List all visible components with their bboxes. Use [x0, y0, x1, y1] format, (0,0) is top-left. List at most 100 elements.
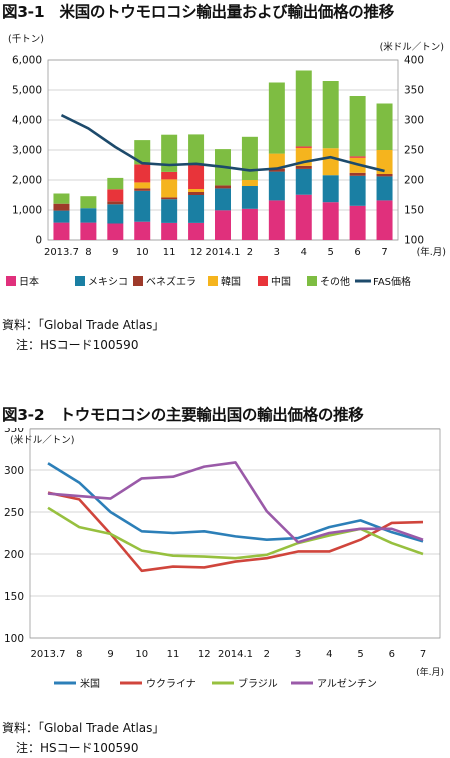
- legend-swatch: [75, 276, 85, 286]
- bar-segment: [161, 199, 178, 223]
- y-axis-unit: (米ドル／トン): [10, 434, 74, 446]
- x-tick-label: 3: [274, 247, 280, 258]
- bar-segment: [188, 134, 205, 165]
- bar-segment: [322, 81, 339, 149]
- figure2-title: 図3-2 トウモロコシの主要輸出国の輸出価格の推移: [2, 406, 364, 424]
- bar-segment: [134, 188, 151, 191]
- y-tick-label: 4,000: [12, 115, 42, 127]
- bar-segment: [268, 171, 285, 201]
- bar-segment: [349, 175, 366, 206]
- y-tick-label: 1,000: [12, 205, 42, 217]
- x-tick-label: 7: [381, 247, 387, 258]
- x-tick-label: 5: [328, 247, 334, 258]
- bar-segment: [188, 222, 205, 240]
- bar-segment: [188, 195, 205, 223]
- x-tick-label: 8: [76, 649, 82, 660]
- bar-segment: [134, 140, 151, 165]
- legend-label: 日本: [19, 275, 39, 288]
- x-tick-label: 8: [85, 247, 91, 258]
- legend-label: 中国: [271, 275, 291, 288]
- legend-label: FAS価格: [373, 275, 411, 288]
- figure2-chart: (米ドル／トン) 100 150 200 250 300 350 2013.7 8 9 10 11 12…: [4, 428, 444, 690]
- bar-segment: [349, 156, 366, 158]
- bar-segment: [295, 146, 312, 148]
- y2-tick-label: 100: [404, 235, 424, 247]
- figure2-note: 注：HSコード100590: [16, 741, 139, 755]
- bar-segment: [241, 180, 258, 186]
- bar-segment: [322, 175, 339, 203]
- bar-segment: [268, 200, 285, 240]
- x-axis-unit: (年.月): [416, 666, 444, 678]
- bar-segment: [268, 153, 285, 169]
- x-tick-label: 6: [354, 247, 360, 258]
- x-tick-label: 4: [326, 649, 332, 660]
- bar-segment: [215, 210, 231, 240]
- y-tick-label: 100: [4, 633, 24, 645]
- bar-segment: [134, 190, 151, 222]
- bar-segment: [53, 210, 70, 223]
- legend-label: その他: [320, 275, 350, 288]
- bar-segment: [80, 222, 97, 240]
- bar-segment: [376, 174, 393, 177]
- bar-segment: [376, 176, 393, 201]
- bar-segment: [107, 201, 124, 205]
- figure1-notes: 資料：「Global Trade Atlas」 注：HSコード100590: [2, 315, 164, 355]
- bar-segment: [161, 134, 178, 172]
- y-axis-unit-right: (米ドル／トン): [380, 41, 444, 53]
- bar-segment: [295, 70, 312, 147]
- bar-segment: [349, 205, 366, 240]
- price-line: [60, 114, 385, 173]
- x-tick-label: 2013.7: [31, 649, 66, 660]
- x-tick-label: 2014.1: [206, 247, 241, 258]
- y-tick-label: 3,000: [12, 145, 42, 157]
- x-tick-label: 10: [136, 247, 149, 258]
- bar-segment: [134, 164, 151, 183]
- bar-segment: [188, 189, 205, 192]
- bar-segment: [268, 168, 285, 172]
- figure2-source: 資料：「Global Trade Atlas」: [2, 721, 165, 735]
- legend-swatch: [133, 276, 143, 286]
- figure2-notes: 資料：「Global Trade Atlas」 注：HSコード100590: [2, 718, 164, 758]
- x-tick-label: 9: [107, 649, 113, 660]
- figure1-source: 資料：「Global Trade Atlas」: [2, 318, 165, 332]
- x-tick-label: 7: [420, 649, 426, 660]
- legend-label: ベネズエラ: [146, 275, 196, 288]
- y-tick-label: 200: [4, 549, 24, 561]
- bar-segment: [376, 200, 393, 240]
- bar-segment: [53, 193, 70, 204]
- legend-swatch: [258, 276, 268, 286]
- y-tick-label: 2,000: [12, 175, 42, 187]
- x-tick-label: 2: [264, 649, 270, 660]
- y-tick-label: 0: [35, 235, 42, 247]
- y2-tick-label: 300: [404, 115, 424, 127]
- x-tick-label: 4: [301, 247, 307, 258]
- legend-label: ウクライナ: [146, 678, 196, 690]
- x-axis-unit: (年.月): [417, 246, 446, 258]
- x-tick-label: 2014.1: [218, 649, 253, 660]
- bar-segment: [295, 168, 312, 195]
- bar-segment: [53, 222, 70, 240]
- bar-segment: [161, 222, 178, 240]
- bar-segment: [215, 188, 231, 211]
- bar-segment: [188, 192, 205, 195]
- x-tick-label: 3: [295, 649, 301, 660]
- bar-segment: [107, 177, 124, 190]
- x-tick-label: 11: [163, 247, 176, 258]
- bar-segment: [107, 204, 124, 224]
- y2-tick-label: 200: [404, 175, 424, 187]
- bar-segment: [161, 171, 178, 180]
- bar-segment: [322, 148, 339, 176]
- bar-segment: [188, 165, 205, 189]
- y-tick-label: 350: [4, 428, 24, 435]
- series-line: [47, 462, 424, 543]
- x-tick-label: 6: [389, 649, 395, 660]
- bar-segment: [322, 202, 339, 240]
- bar-segment: [134, 221, 151, 240]
- y2-tick-label: 250: [404, 145, 424, 157]
- series-line: [47, 506, 424, 560]
- x-tick-label: 9: [112, 247, 118, 258]
- bar-segment: [80, 196, 97, 209]
- bar-segment: [295, 165, 312, 169]
- legend-label: アルゼンチン: [317, 678, 377, 690]
- bar-segment: [349, 172, 366, 176]
